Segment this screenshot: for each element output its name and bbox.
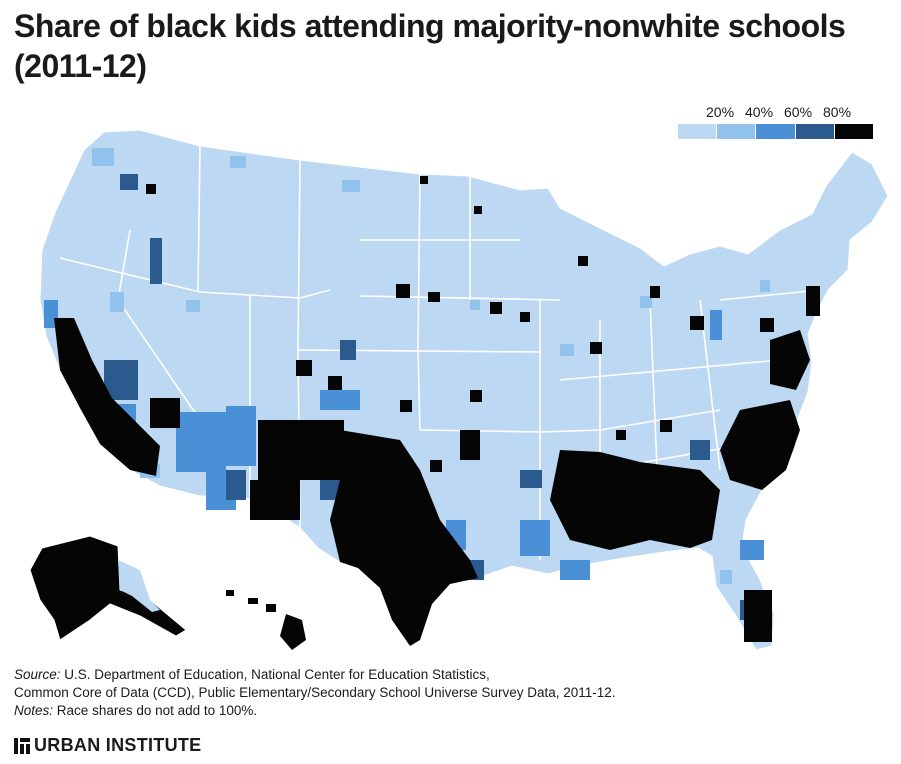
legend-labels: 20% 40% 60% 80% bbox=[678, 104, 874, 122]
notes-label: Notes: bbox=[14, 703, 54, 718]
legend-swatch-0-20 bbox=[678, 124, 718, 139]
alaska-southeast bbox=[118, 560, 160, 612]
urban-institute-logo: URBAN INSTITUTE bbox=[14, 735, 202, 756]
source-line-1: Source: U.S. Department of Education, Na… bbox=[14, 666, 616, 684]
notes-line: Notes: Race shares do not add to 100%. bbox=[14, 702, 616, 720]
brand-name: URBAN INSTITUTE bbox=[34, 735, 202, 755]
legend-swatch-20-40 bbox=[717, 124, 757, 139]
source-line-2: Common Core of Data (CCD), Public Elemen… bbox=[14, 685, 616, 700]
source-notes: Source: U.S. Department of Education, Na… bbox=[14, 666, 616, 720]
color-legend: 20% 40% 60% 80% bbox=[678, 104, 875, 139]
legend-swatch-60-80 bbox=[795, 124, 835, 139]
urban-institute-mark-icon bbox=[14, 737, 30, 754]
title-line-1: Share of black kids attending majority-n… bbox=[14, 8, 846, 44]
legend-label-80: 80% bbox=[823, 104, 852, 120]
legend-label-60: 60% bbox=[784, 104, 813, 120]
legend-swatch-80-100 bbox=[834, 124, 875, 139]
map-title: Share of black kids attending majority-n… bbox=[14, 6, 874, 86]
legend-label-20: 20% bbox=[706, 104, 735, 120]
counties-80-100 bbox=[54, 176, 820, 646]
legend-label-40: 40% bbox=[745, 104, 774, 120]
notes-text: Race shares do not add to 100%. bbox=[56, 703, 258, 718]
us-county-map bbox=[29, 129, 889, 651]
hawaii bbox=[226, 590, 306, 650]
legend-color-bar bbox=[678, 124, 875, 139]
alaska bbox=[29, 535, 187, 641]
legend-swatch-40-60 bbox=[756, 124, 796, 139]
source-text-1: U.S. Department of Education, National C… bbox=[64, 667, 490, 682]
title-line-2: (2011-12) bbox=[14, 48, 147, 84]
source-label: Source: bbox=[14, 667, 61, 682]
